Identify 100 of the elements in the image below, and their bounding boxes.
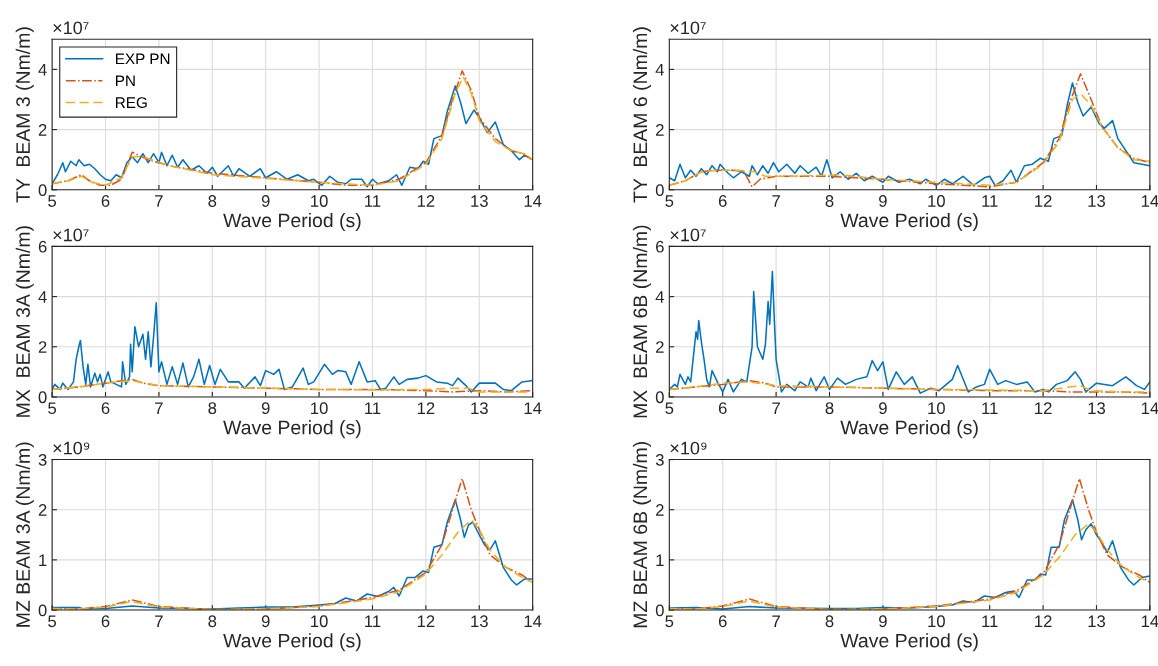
x-tick-label: 10 — [311, 195, 328, 207]
x-tick-label: 10 — [311, 615, 328, 628]
x-axis-title: Wave Period (s) — [840, 212, 978, 232]
x-tick-label: 8 — [825, 615, 834, 628]
x-tick-label: 6 — [718, 195, 727, 207]
text: ×10⁷ — [670, 228, 706, 242]
y-tick-label: 2 — [38, 504, 47, 516]
x-tick-label: 10 — [928, 195, 945, 207]
y-tick-label: 3 — [38, 453, 47, 466]
x-tick-label: 6 — [718, 615, 727, 628]
text: ×10⁹ — [53, 441, 90, 455]
x-tick-label: 6 — [101, 402, 110, 415]
x-tick-label: 11 — [365, 402, 381, 414]
x-tick-label: 8 — [825, 402, 834, 415]
x-tick-label: 10 — [928, 615, 945, 628]
x-tick-label: 11 — [365, 615, 381, 627]
x-tick-label: 9 — [879, 615, 887, 628]
x-tick-label: 12 — [417, 615, 435, 627]
x-tick-label: 13 — [1088, 402, 1106, 415]
y-tick-label: 6 — [38, 240, 47, 253]
legend-label: EXP PN — [116, 53, 170, 65]
text: ×10⁷ — [53, 21, 89, 35]
x-tick-label: 11 — [982, 195, 998, 207]
x-tick-label: 8 — [208, 195, 217, 207]
x-tick-label: 13 — [471, 615, 488, 628]
x-tick-label: 14 — [1141, 402, 1158, 414]
x-tick-label: 12 — [417, 195, 435, 207]
y-tick-label: 4 — [655, 63, 664, 76]
x-axis-title: Wave Period (s) — [840, 633, 978, 652]
y-tick-label: 1 — [656, 554, 664, 566]
x-tick-label: 12 — [417, 402, 435, 414]
y-tick-label: 0 — [38, 184, 47, 197]
y-axis-title: MZ BEAM 3A (Nm/m) — [15, 442, 34, 627]
y-tick-label: 4 — [38, 291, 47, 303]
x-tick-label: 14 — [1141, 195, 1158, 207]
x-tick-label: 11 — [982, 402, 998, 414]
y-tick-label: 2 — [656, 341, 664, 353]
x-tick-label: 5 — [48, 615, 57, 628]
x-tick-label: 13 — [471, 402, 488, 415]
y-axis-title: TY BEAM 6 (Nm/m) — [632, 27, 652, 203]
x-tick-label: 12 — [1035, 195, 1052, 207]
x-tick-label: 9 — [879, 195, 887, 207]
legend-label: REG — [116, 97, 147, 109]
y-tick-label: 6 — [656, 240, 664, 253]
x-tick-label: 9 — [879, 402, 887, 415]
y-tick-label: 2 — [656, 124, 664, 136]
y-tick-label: 0 — [655, 604, 664, 617]
y-tick-label: 4 — [38, 63, 47, 76]
x-tick-label: 13 — [1088, 615, 1106, 628]
y-tick-label: 0 — [38, 604, 47, 617]
y-tick-label: 2 — [656, 504, 664, 516]
x-tick-label: 8 — [208, 402, 217, 415]
x-tick-label: 7 — [772, 615, 780, 627]
x-tick-label: 9 — [261, 615, 270, 628]
y-tick-label: 0 — [655, 184, 664, 197]
x-tick-label: 6 — [101, 615, 110, 628]
x-tick-label: 9 — [261, 402, 270, 415]
x-axis-title: Wave Period (s) — [223, 633, 361, 652]
y-tick-label: 3 — [655, 453, 664, 466]
y-tick-label: 1 — [39, 554, 47, 566]
x-tick-label: 11 — [365, 195, 381, 207]
x-tick-label: 8 — [825, 195, 834, 207]
x-tick-label: 14 — [1141, 615, 1158, 627]
x-axis-title: Wave Period (s) — [223, 212, 361, 232]
x-tick-label: 5 — [665, 195, 674, 207]
x-tick-label: 9 — [261, 195, 270, 207]
y-axis-title: MZ BEAM 6B (Nm/m) — [632, 442, 652, 628]
x-tick-label: 12 — [1035, 402, 1052, 414]
y-tick-label: 2 — [38, 341, 47, 353]
y-tick-label: 2 — [38, 124, 47, 136]
x-tick-label: 7 — [155, 195, 163, 207]
y-tick-label: 0 — [38, 391, 47, 404]
y-axis-title: MX BEAM 6B (Nm/m) — [632, 225, 652, 418]
x-tick-label: 5 — [48, 195, 57, 207]
text: ×10⁹ — [670, 441, 707, 455]
y-tick-label: 0 — [655, 391, 664, 404]
x-tick-label: 7 — [772, 402, 780, 414]
x-tick-label: 7 — [772, 195, 780, 207]
x-tick-label: 10 — [311, 402, 328, 415]
x-tick-label: 14 — [524, 615, 542, 627]
x-axis-title: Wave Period (s) — [223, 420, 361, 439]
line-series — [52, 302, 533, 393]
x-tick-label: 13 — [471, 195, 488, 207]
x-tick-label: 11 — [982, 615, 998, 627]
x-tick-label: 6 — [101, 195, 110, 207]
text: ×10⁷ — [670, 21, 706, 35]
x-tick-label: 10 — [928, 402, 945, 415]
x-tick-label: 6 — [718, 402, 727, 415]
x-tick-label: 8 — [208, 615, 217, 628]
legend-label: PN — [116, 75, 135, 86]
x-tick-label: 14 — [524, 402, 542, 414]
x-tick-label: 12 — [1035, 615, 1052, 627]
text: ×10⁷ — [53, 228, 89, 242]
x-tick-label: 5 — [48, 402, 57, 415]
x-tick-label: 7 — [155, 615, 163, 627]
y-axis-title: TY BEAM 3 (Nm/m) — [15, 27, 34, 203]
x-tick-label: 5 — [665, 402, 674, 415]
x-tick-label: 5 — [665, 615, 674, 628]
x-tick-label: 7 — [155, 402, 163, 414]
y-tick-label: 4 — [655, 291, 664, 303]
